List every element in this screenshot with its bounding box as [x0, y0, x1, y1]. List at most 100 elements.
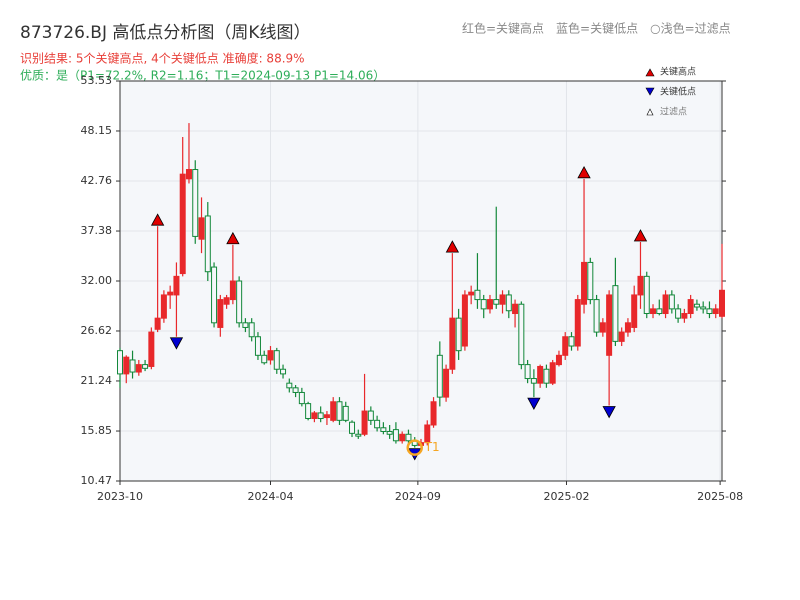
candle-body: [618, 331, 625, 342]
legend-filtered-icon: [646, 108, 654, 116]
y-tick-label: 32.00: [81, 274, 113, 287]
candle-body: [198, 217, 205, 240]
candle-body: [204, 215, 211, 273]
key-high-marker: [445, 240, 460, 253]
candle-body: [374, 419, 381, 429]
candle-body: [242, 322, 249, 328]
key-high-marker: [633, 229, 648, 242]
candle-body: [568, 336, 575, 347]
x-tick-label: 2025-08: [697, 490, 743, 503]
candle-body: [518, 303, 525, 366]
candle-body: [273, 350, 280, 370]
candle-body: [160, 294, 167, 319]
candle-body: [292, 387, 299, 393]
candle-body: [392, 429, 399, 442]
candle-body: [505, 294, 512, 312]
candle-body: [468, 291, 475, 296]
candle-body: [311, 412, 318, 419]
candle-body: [254, 336, 261, 356]
candle-body: [192, 169, 199, 237]
candle-body: [217, 299, 224, 328]
candle-body: [167, 291, 174, 296]
candle-body: [486, 299, 493, 310]
candle-body: [668, 294, 675, 310]
candle-body: [248, 322, 255, 338]
candle-body: [330, 401, 337, 421]
candle-body: [624, 322, 631, 333]
y-tick-label: 42.76: [81, 174, 113, 187]
candle-body: [185, 169, 192, 180]
candle-body: [599, 322, 606, 333]
y-tick-label: 26.62: [81, 324, 113, 337]
candle-body: [499, 294, 506, 305]
candle-body: [436, 354, 443, 398]
candle-body: [380, 427, 387, 432]
candle-body: [712, 308, 719, 315]
candle-body: [449, 317, 456, 370]
candle-body: [455, 317, 462, 352]
note: 红色=关键高点 蓝色=关键低点 ○浅色=过滤点: [462, 21, 731, 36]
candle-body: [587, 261, 594, 301]
candle-body: [286, 382, 293, 389]
annotation-label: T1: [424, 440, 440, 454]
candle-body: [493, 299, 500, 305]
candle-body: [650, 308, 657, 315]
candle-body: [593, 299, 600, 333]
candle-body: [211, 266, 218, 324]
key-high-marker: [577, 165, 591, 179]
candle-body: [223, 297, 230, 305]
y-tick-label: 48.15: [81, 124, 113, 137]
candle-body: [562, 336, 569, 356]
candle-body: [342, 405, 349, 421]
candle-body: [424, 424, 431, 444]
candle-body: [700, 306, 707, 310]
chart-title: 873726.BJ 高低点分析图（周K线图）: [20, 23, 311, 43]
candle-body: [405, 433, 412, 442]
candle-body: [367, 410, 374, 421]
candle-body: [179, 173, 186, 275]
candle-body: [123, 356, 130, 375]
y-tick-label: 10.47: [81, 474, 113, 487]
legend-label: 关键低点: [660, 86, 696, 98]
candle-body: [317, 412, 324, 419]
candle-body: [399, 433, 406, 442]
candle-body: [236, 280, 243, 324]
y-tick-label: 37.38: [81, 224, 113, 237]
candle-body: [154, 317, 161, 330]
candle-body: [355, 433, 362, 437]
legend-label: 关键高点: [660, 66, 696, 78]
x-tick-label: 2025-02: [543, 490, 589, 503]
candle-body: [280, 368, 287, 375]
candle-body: [305, 403, 312, 419]
candle-body: [474, 289, 481, 301]
candle-body: [173, 275, 180, 296]
candle-body: [574, 299, 581, 347]
legend: 关键高点 关键低点 过滤点: [645, 66, 696, 118]
candle-body: [637, 275, 644, 296]
candle-body: [681, 313, 688, 319]
candle-body: [148, 331, 155, 367]
x-tick-label: 2023-10: [97, 490, 143, 503]
candle-body: [142, 364, 149, 369]
candle-body: [386, 430, 393, 435]
candle-body: [687, 299, 694, 315]
candle-body: [675, 308, 682, 319]
candle-body: [323, 414, 330, 419]
legend-label: 过滤点: [660, 106, 687, 118]
candle-body: [480, 299, 487, 310]
candle-body: [430, 401, 437, 426]
candle-body: [643, 275, 650, 315]
annotation-circle: [406, 439, 423, 456]
candle-body: [229, 280, 236, 301]
candle-body: [512, 303, 519, 315]
candle-body: [606, 294, 613, 356]
y-tick-label: 21.24: [81, 374, 113, 387]
candle-body: [361, 410, 368, 435]
candle-body: [530, 378, 537, 384]
legend-high-icon: [645, 68, 655, 77]
candle-body: [656, 308, 663, 315]
candle-body: [549, 362, 556, 384]
candle-body: [135, 364, 142, 373]
x-tick-label: 2024-04: [248, 490, 294, 503]
